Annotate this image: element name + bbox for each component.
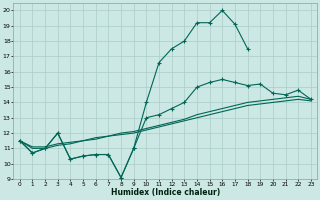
X-axis label: Humidex (Indice chaleur): Humidex (Indice chaleur) bbox=[111, 188, 220, 197]
